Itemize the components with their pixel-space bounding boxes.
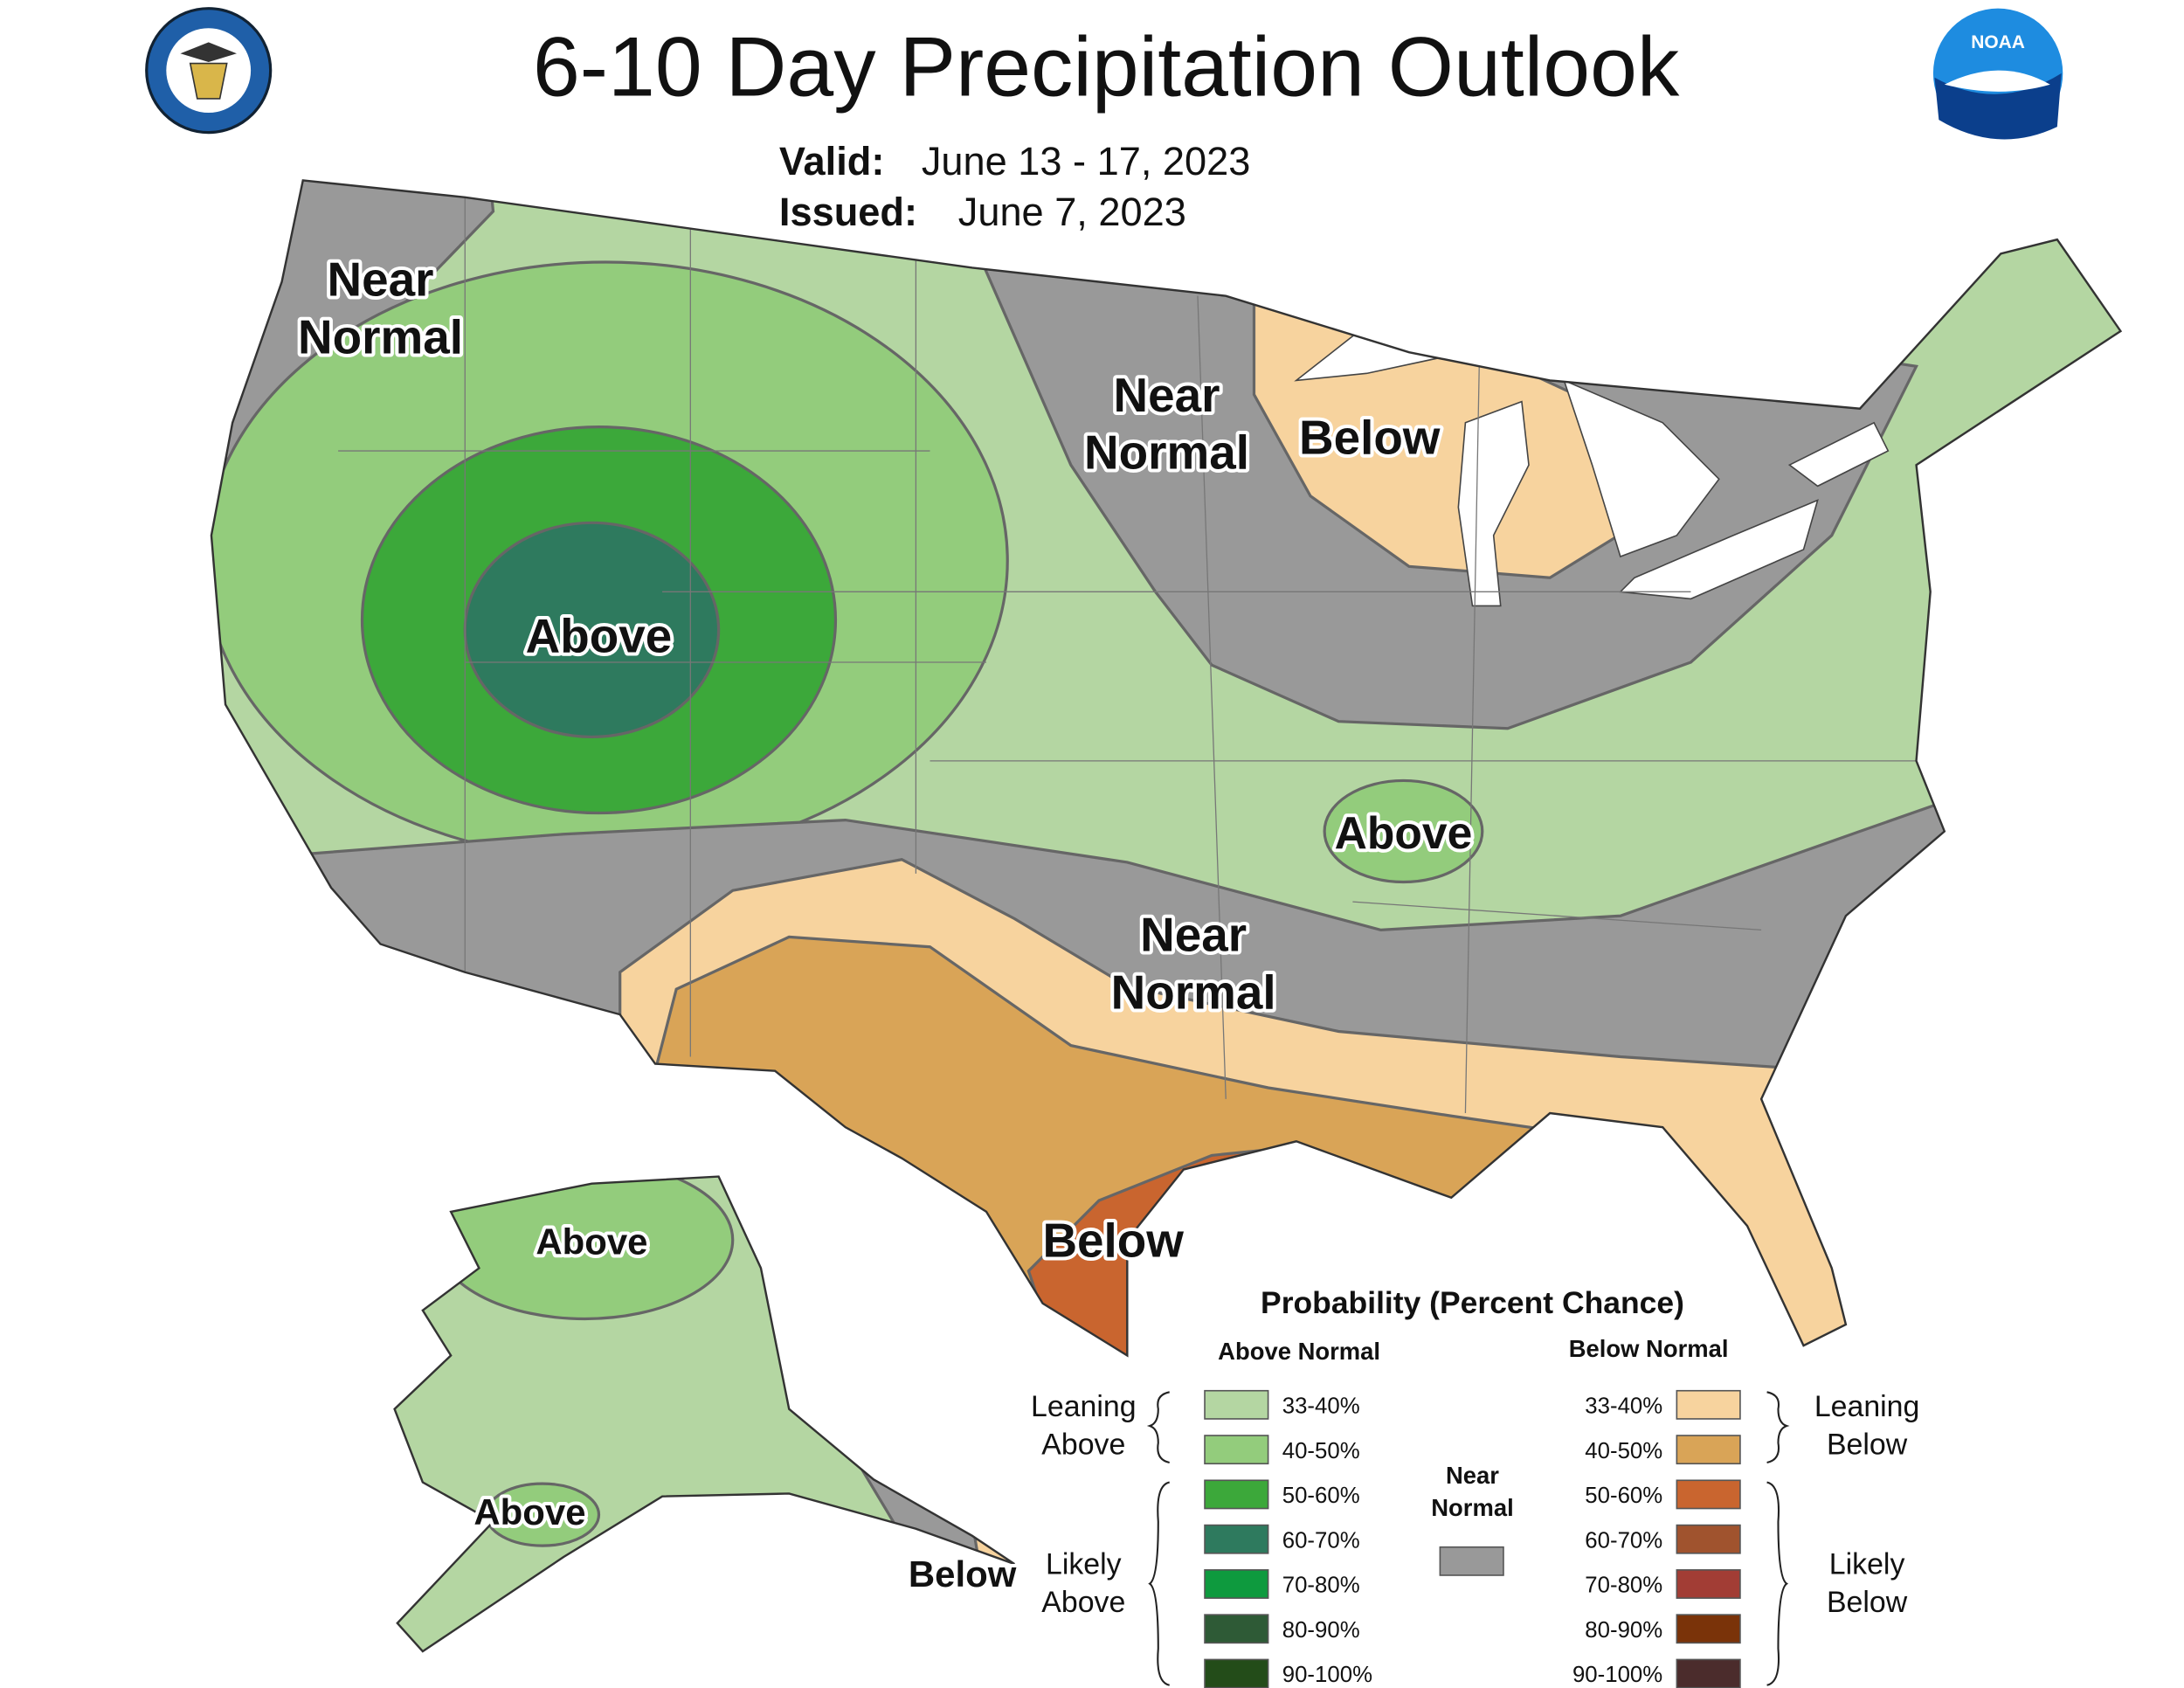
noaa-text: NOAA <box>1971 32 2025 52</box>
noaa-logo: NOAA <box>1932 8 2063 140</box>
conus-border <box>210 179 2123 1358</box>
legend-swatch <box>1204 1569 1269 1599</box>
legend-label: 60-70% <box>1585 1528 1662 1553</box>
legend-swatch <box>1204 1389 1269 1420</box>
legend-swatch <box>1204 1479 1269 1510</box>
region-label: Above <box>526 609 673 663</box>
region-label: Below <box>909 1553 1017 1595</box>
legend-label: 40-50% <box>1585 1439 1662 1463</box>
region-label: Below <box>1042 1214 1184 1268</box>
legend-swatch <box>1676 1524 1741 1554</box>
legend-label: 90-100% <box>1572 1663 1662 1687</box>
legend-swatch <box>1676 1569 1741 1599</box>
legend-label: 50-60% <box>1585 1484 1662 1508</box>
legend-label: 80-90% <box>1585 1618 1662 1643</box>
legend-heading: Above Normal <box>1218 1338 1380 1365</box>
legend-label: 33-40% <box>1282 1394 1360 1419</box>
legend-swatch <box>1204 1614 1269 1644</box>
region-label: Below <box>1299 410 1441 464</box>
alaska-border <box>393 1175 1015 1653</box>
legend-label: 60-70% <box>1282 1528 1360 1553</box>
legend-swatch <box>1676 1614 1741 1644</box>
legend-swatch <box>1676 1435 1741 1465</box>
issued-value: June 7, 2023 <box>958 190 1186 234</box>
legend-swatch <box>1676 1479 1741 1510</box>
valid-label: Valid: <box>779 139 884 183</box>
commerce-seal <box>145 7 273 135</box>
legend-braces <box>1146 1391 1790 1686</box>
legend-title: Probability (Percent Chance) <box>1261 1285 1684 1320</box>
region-label: Near <box>328 253 434 307</box>
alaska <box>394 1176 1015 1652</box>
legend-near: Normal <box>1431 1494 1513 1521</box>
legend-label: 90-100% <box>1282 1663 1372 1687</box>
region-label: Above <box>536 1221 647 1262</box>
legend-group-label: Leaning <box>1814 1390 1920 1423</box>
legend-group-label: Below <box>1827 1586 1908 1619</box>
legend-group-label: Above <box>1041 1428 1125 1461</box>
legend-heading: Below Normal <box>1569 1335 1729 1362</box>
legend-swatch <box>1204 1524 1269 1554</box>
legend-label: 40-50% <box>1282 1439 1360 1463</box>
legend-group-label: Leaning <box>1031 1390 1137 1423</box>
region-label: Normal <box>1084 425 1249 480</box>
legend-swatch <box>1204 1658 1269 1688</box>
legend-group-label: Below <box>1827 1428 1908 1461</box>
legend-group-label: Likely <box>1046 1547 1122 1581</box>
legend-swatch <box>1439 1546 1504 1576</box>
region-label: Above <box>1335 807 1473 858</box>
legend-near: Near <box>1446 1462 1499 1489</box>
legend-group-label: Likely <box>1829 1547 1905 1581</box>
legend-swatch <box>1676 1389 1741 1420</box>
legend-label: 70-80% <box>1585 1574 1662 1598</box>
valid-value: June 13 - 17, 2023 <box>922 139 1250 183</box>
region-label: Near <box>1140 908 1247 962</box>
legend-group-label: Above <box>1041 1586 1125 1619</box>
legend-swatch <box>1676 1658 1741 1688</box>
legend-label: 33-40% <box>1585 1394 1662 1419</box>
issued-label: Issued: <box>779 190 917 234</box>
legend-label: 80-90% <box>1282 1618 1360 1643</box>
title: 6-10 Day Precipitation Outlook <box>533 19 1680 114</box>
legend-label: 70-80% <box>1282 1574 1360 1598</box>
legend-swatch <box>1204 1435 1269 1465</box>
legend-label: 50-60% <box>1282 1484 1360 1508</box>
region-label: Near <box>1114 368 1220 422</box>
region-label: Normal <box>298 309 463 363</box>
region-label: Normal <box>1111 965 1276 1019</box>
region-label: Above <box>473 1491 585 1532</box>
